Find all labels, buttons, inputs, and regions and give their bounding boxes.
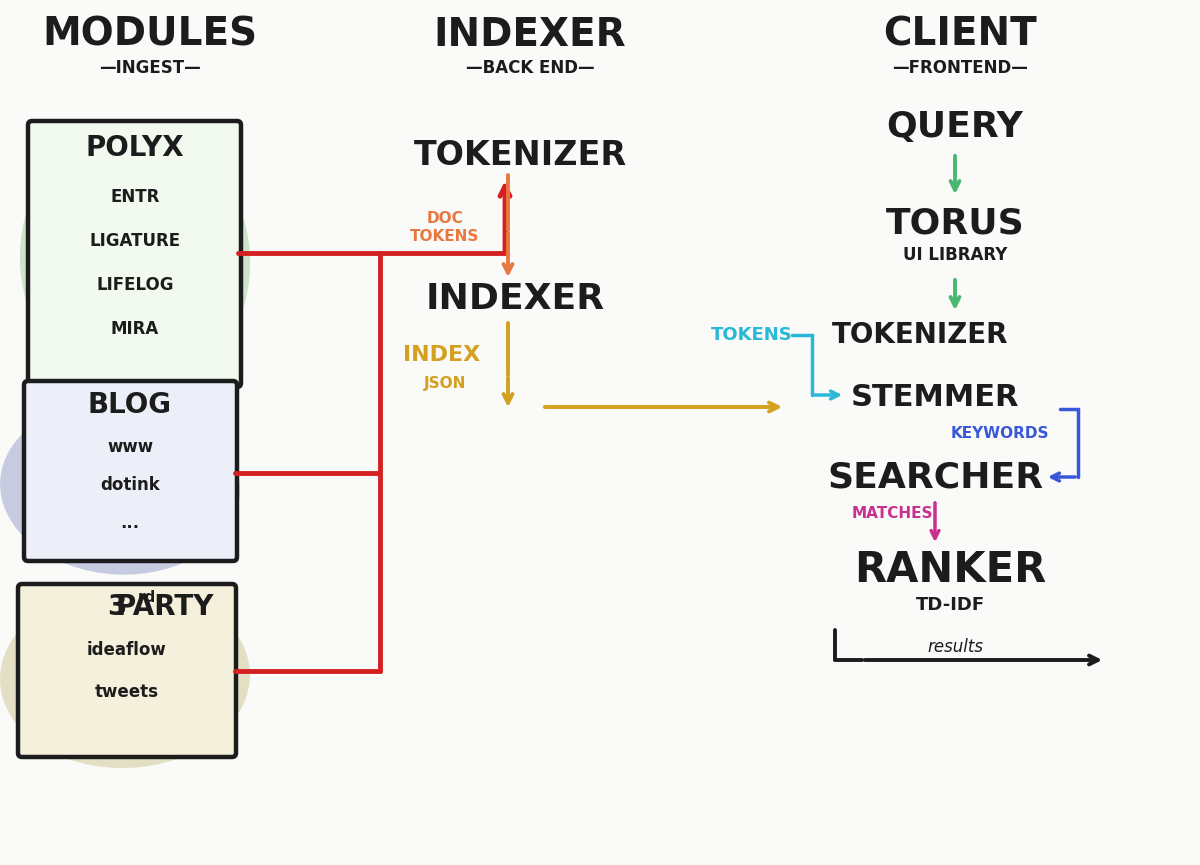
Text: MODULES: MODULES <box>42 16 258 54</box>
Text: RANKER: RANKER <box>854 549 1046 591</box>
Text: LIGATURE: LIGATURE <box>90 232 180 250</box>
Text: KEYWORDS: KEYWORDS <box>950 426 1049 440</box>
Text: —BACK END—: —BACK END— <box>466 59 594 77</box>
Text: PARTY: PARTY <box>115 593 215 621</box>
FancyBboxPatch shape <box>18 584 236 757</box>
Text: STEMMER: STEMMER <box>851 382 1019 412</box>
Text: UI LIBRARY: UI LIBRARY <box>902 246 1007 264</box>
Text: tweets: tweets <box>95 683 158 701</box>
Text: INDEXER: INDEXER <box>433 16 626 54</box>
FancyBboxPatch shape <box>28 121 241 387</box>
Text: dotink: dotink <box>100 476 160 494</box>
Text: TOKENIZER: TOKENIZER <box>832 321 1008 349</box>
Text: —FRONTEND—: —FRONTEND— <box>892 59 1028 77</box>
Text: TD-IDF: TD-IDF <box>916 596 984 614</box>
Ellipse shape <box>0 586 250 768</box>
FancyBboxPatch shape <box>24 381 238 561</box>
Ellipse shape <box>0 400 240 574</box>
Text: LIFELOG: LIFELOG <box>96 276 174 294</box>
Text: ideaflow: ideaflow <box>88 641 167 659</box>
Text: INDEXER: INDEXER <box>426 282 605 316</box>
Text: SEARCHER: SEARCHER <box>827 460 1043 494</box>
Text: INDEX: INDEX <box>403 345 481 365</box>
Text: —INGEST—: —INGEST— <box>100 59 200 77</box>
Text: CLIENT: CLIENT <box>883 16 1037 54</box>
Text: TOKENS: TOKENS <box>712 326 793 344</box>
Text: JSON: JSON <box>424 375 466 390</box>
Text: www: www <box>107 438 154 456</box>
Text: MIRA: MIRA <box>110 320 160 338</box>
Text: TOKENIZER: TOKENIZER <box>414 138 626 171</box>
Text: DOC
TOKENS: DOC TOKENS <box>410 210 480 244</box>
Text: ...: ... <box>120 514 139 532</box>
Text: rd: rd <box>138 590 156 605</box>
Text: results: results <box>928 638 983 656</box>
Text: BLOG: BLOG <box>88 391 172 419</box>
Text: ENTR: ENTR <box>110 188 160 206</box>
Text: MATCHES: MATCHES <box>851 505 932 521</box>
Text: QUERY: QUERY <box>887 110 1024 144</box>
Ellipse shape <box>20 125 250 395</box>
Text: TORUS: TORUS <box>886 206 1025 240</box>
Text: 3: 3 <box>108 593 127 621</box>
Text: POLYX: POLYX <box>85 134 185 162</box>
